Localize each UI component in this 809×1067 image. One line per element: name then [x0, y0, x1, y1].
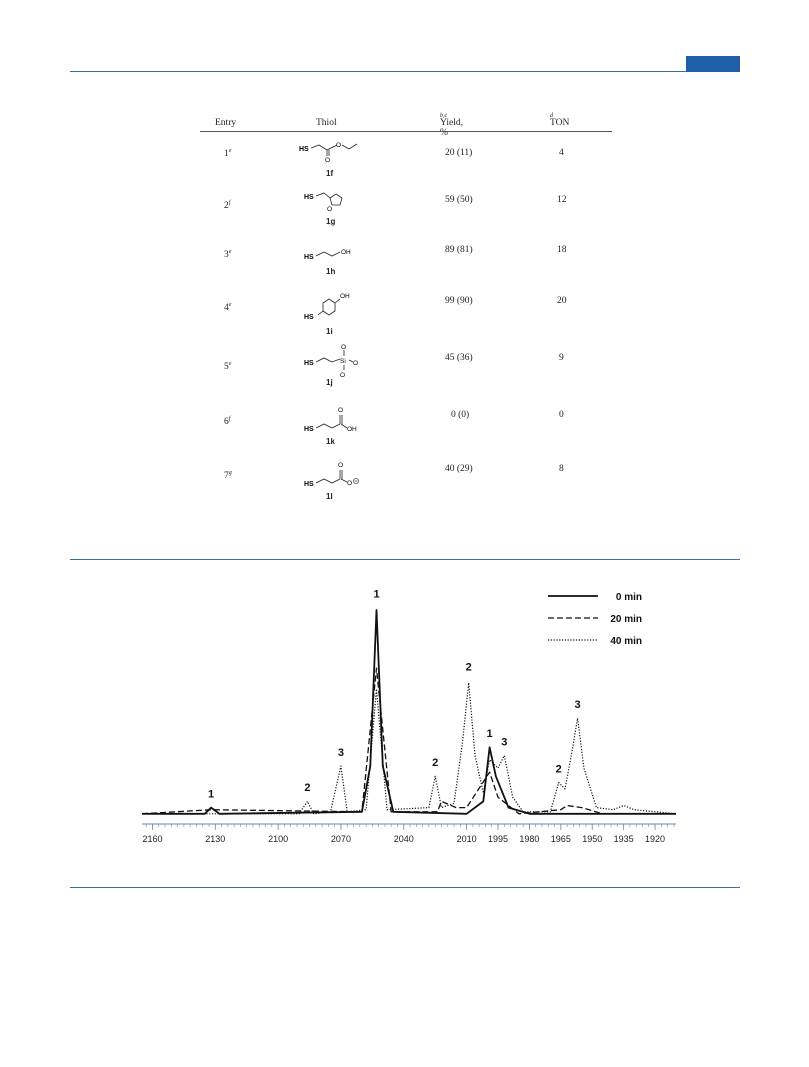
x-tick-label: 1995 — [488, 834, 508, 844]
x-tick-label: 2070 — [331, 834, 351, 844]
ton-cell: 18 — [557, 245, 567, 255]
thiol-label: 1f — [326, 169, 334, 178]
yield-cell: 20 (11) — [445, 148, 473, 158]
thiol-structure-1j: HS Si O O O — [304, 344, 358, 379]
peak-label: 1 — [208, 788, 214, 800]
series-line-20-min — [141, 667, 676, 815]
header-accent-tab — [686, 56, 740, 72]
table-row: 7g HS O O 1l 40 (29) 8 — [200, 458, 612, 508]
svg-text:HS: HS — [304, 360, 314, 367]
svg-text:HS: HS — [304, 314, 314, 321]
table-row: 4e OH HS 1i 99 (90) 20 — [200, 286, 612, 341]
peak-label: 2 — [466, 661, 472, 673]
series-line-0-min — [142, 609, 676, 815]
yield-cell: 59 (50) — [445, 195, 473, 205]
thiol-label: 1k — [326, 437, 335, 446]
entry-cell: 3e — [224, 249, 232, 261]
ton-cell: 0 — [559, 410, 564, 420]
entry-cell: 6f — [224, 416, 231, 428]
svg-text:O: O — [325, 157, 330, 164]
svg-text:Si: Si — [340, 358, 346, 365]
thiol-structure-1l: HS O O — [304, 462, 359, 488]
col-ton: TON d — [550, 113, 570, 128]
svg-text:O: O — [338, 462, 343, 469]
peak-label: 3 — [501, 736, 507, 748]
x-tick-label: 1965 — [551, 834, 571, 844]
entry-cell: 4e — [224, 302, 232, 314]
thiol-structure-1g: HS O — [304, 192, 343, 213]
ir-spectrum-chart: 2160 2130 2100 2070 2040 2010 1995 1980 1965 1950… — [141, 589, 677, 844]
yield-cell: 45 (36) — [445, 353, 473, 363]
x-tick-label: 1950 — [582, 834, 602, 844]
x-tick-label: 1920 — [645, 834, 665, 844]
x-tick-label: 1980 — [519, 834, 539, 844]
svg-text:O: O — [347, 480, 352, 487]
svg-text:HS: HS — [304, 194, 314, 201]
thiol-label: 1h — [326, 267, 336, 276]
yield-cell: 89 (81) — [445, 245, 473, 255]
thiol-label: 1l — [326, 492, 333, 501]
table-row: 5e HS Si O O O 1j 45 (36) 9 — [200, 341, 612, 391]
peak-label: 1 — [487, 728, 493, 740]
ton-cell: 9 — [559, 353, 564, 363]
series-line-40-min — [142, 682, 677, 815]
svg-text:O: O — [327, 206, 332, 213]
svg-text:O: O — [353, 360, 358, 367]
table-header: Entry Thiol Yield, % b,c TON d — [215, 113, 570, 138]
svg-text:O: O — [340, 372, 345, 379]
entry-cell: 5e — [224, 361, 232, 373]
ton-cell: 20 — [557, 296, 567, 306]
svg-text:OH: OH — [347, 426, 357, 433]
thiol-label: 1g — [326, 217, 336, 226]
ton-cell: 12 — [557, 195, 567, 205]
yield-cell: 40 (29) — [445, 464, 473, 474]
x-tick-label: 1935 — [614, 834, 634, 844]
svg-text:O: O — [341, 344, 346, 351]
section-rule-top — [70, 559, 740, 560]
thiol-label: 1j — [326, 378, 333, 387]
svg-text:HS: HS — [304, 426, 314, 433]
peak-label: 3 — [338, 747, 344, 759]
ton-cell: 8 — [559, 464, 564, 474]
table-row: 1e HS O O 1f 20 (11) 4 — [200, 140, 612, 190]
x-tick-label: 2160 — [142, 834, 162, 844]
legend-label: 20 min — [610, 614, 642, 625]
svg-text:HS: HS — [304, 254, 314, 261]
peak-label: 2 — [556, 763, 562, 775]
entry-cell: 2f — [224, 200, 231, 212]
entry-cell: 1e — [224, 148, 232, 160]
x-tick-label: 2040 — [394, 834, 414, 844]
peak-label: 3 — [575, 699, 581, 711]
svg-text:O: O — [336, 142, 341, 149]
thiol-structure-1i: OH HS — [304, 293, 350, 321]
svg-text:HS: HS — [299, 146, 309, 153]
yield-cell: 0 (0) — [451, 410, 470, 420]
thiol-structure-1k: HS O OH — [304, 407, 357, 433]
header-rule — [70, 71, 740, 72]
thiol-structure-1f: HS O O — [299, 142, 358, 164]
table-row: 6f HS O OH 1k 0 (0) 0 — [200, 402, 612, 452]
legend-label: 40 min — [610, 636, 642, 647]
thiol-label: 1i — [326, 327, 333, 336]
svg-text:OH: OH — [340, 293, 350, 300]
thiol-structure-1h: HS OH — [304, 249, 351, 261]
peak-label: 1 — [373, 589, 379, 601]
x-tick-label: 2010 — [457, 834, 477, 844]
legend-label: 0 min — [616, 592, 642, 603]
ton-cell: 4 — [559, 148, 564, 158]
x-tick-label: 2100 — [268, 834, 288, 844]
table-row: 3e HS OH 1h 89 (81) 18 — [200, 243, 612, 283]
svg-text:O: O — [338, 407, 343, 414]
svg-text:HS: HS — [304, 481, 314, 488]
yield-cell: 99 (90) — [445, 296, 473, 306]
svg-text:OH: OH — [341, 249, 351, 256]
entry-cell: 7g — [224, 470, 232, 482]
peak-label: 2 — [304, 782, 310, 794]
x-tick-label: 2130 — [205, 834, 225, 844]
table-row: 2f HS O 1g 59 (50) 12 — [200, 188, 612, 238]
section-rule-bottom — [70, 887, 740, 888]
table-header-rule — [200, 131, 612, 132]
peak-label: 2 — [432, 757, 438, 769]
col-yield: Yield, % b,c — [440, 113, 463, 138]
